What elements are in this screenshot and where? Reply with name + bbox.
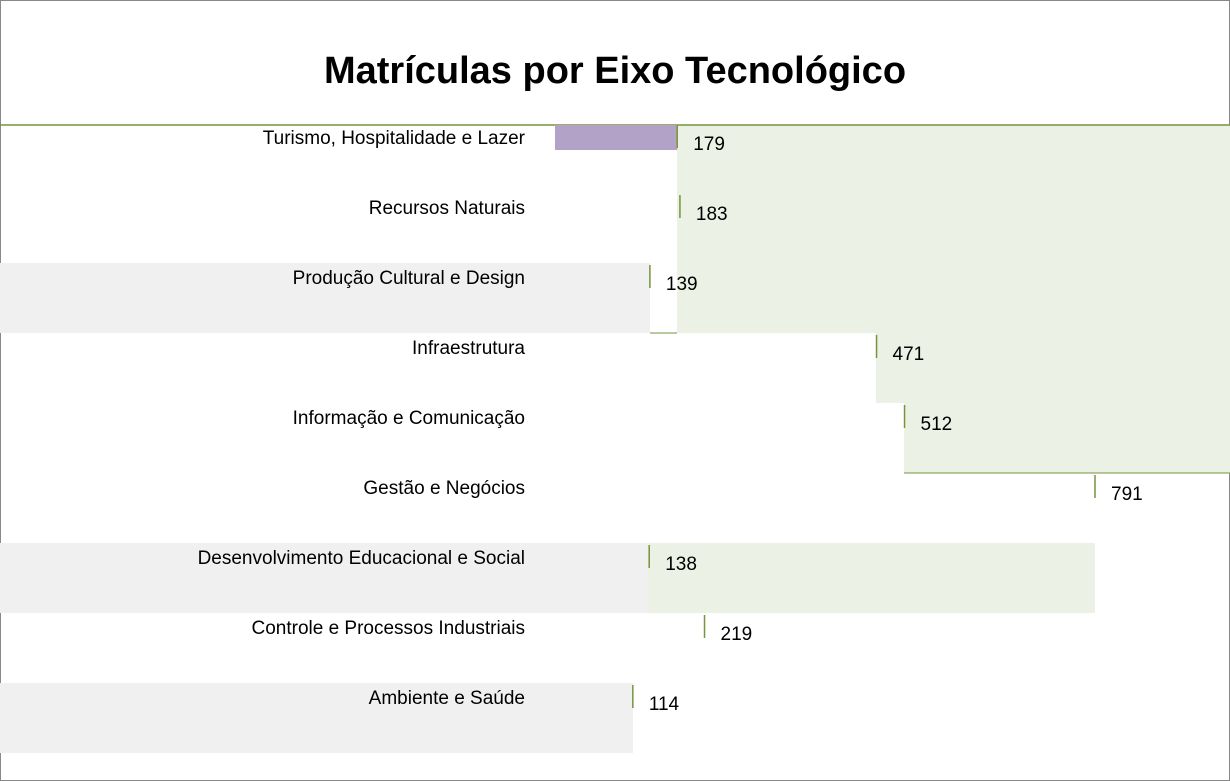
category-label: Desenvolvimento Educacional e Social	[198, 548, 525, 569]
value-label: 183	[696, 204, 728, 225]
value-label: 219	[721, 624, 753, 645]
category-label: Ambiente e Saúde	[369, 688, 525, 709]
value-label: 138	[665, 554, 697, 575]
value-label: 179	[693, 134, 725, 155]
plot-fill	[904, 403, 1230, 473]
chart-title: Matrículas por Eixo Tecnológico	[324, 50, 906, 92]
plot-fill	[648, 543, 1095, 613]
bar	[555, 125, 678, 150]
category-label: Gestão e Negócios	[363, 478, 525, 499]
value-label: 512	[921, 414, 953, 435]
value-label: 791	[1111, 484, 1143, 505]
row-band	[0, 263, 650, 333]
row-band	[0, 683, 633, 753]
category-label: Produção Cultural e Design	[293, 268, 525, 289]
plot-fill	[876, 333, 1230, 403]
category-label: Infraestrutura	[412, 338, 525, 359]
plot-fill	[677, 125, 1230, 333]
value-label: 139	[666, 274, 698, 295]
value-label: 471	[893, 344, 925, 365]
value-label: 114	[649, 694, 680, 715]
category-label: Recursos Naturais	[369, 198, 525, 219]
category-label: Turismo, Hospitalidade e Lazer	[263, 128, 526, 149]
row-band	[0, 543, 648, 613]
category-label: Informação e Comunicação	[293, 408, 525, 429]
category-label: Controle e Processos Industriais	[251, 618, 525, 639]
